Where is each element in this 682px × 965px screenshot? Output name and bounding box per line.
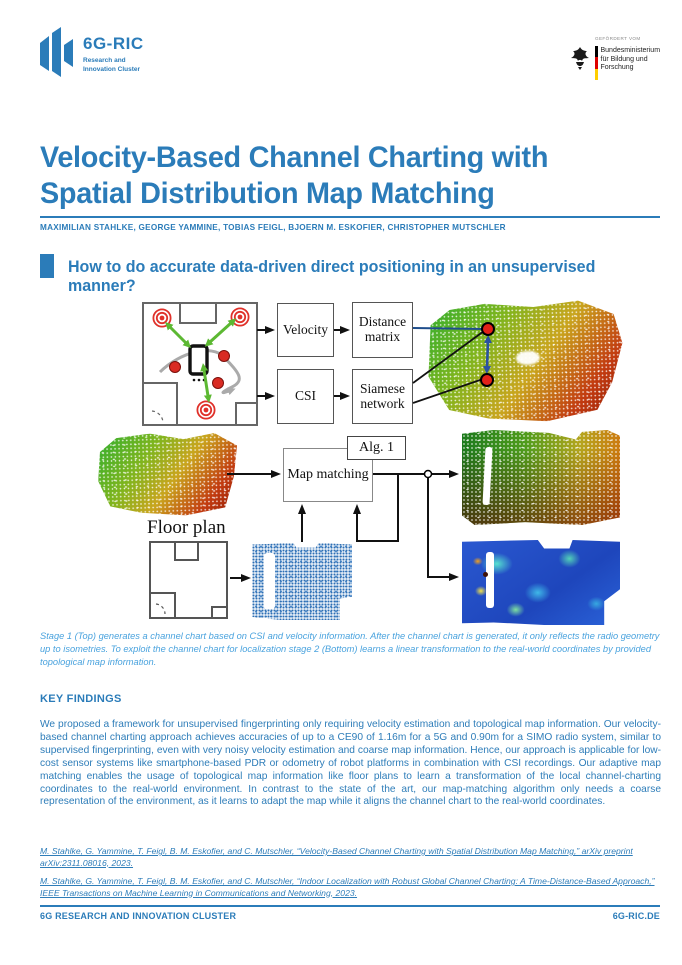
key-findings-body: We proposed a framework for unsupervised… [40, 719, 661, 808]
radio-antenna-icon [152, 308, 172, 328]
title-divider [40, 216, 660, 218]
reference-link[interactable]: M. Stahlke, G. Yammine, T. Feigl, B. M. … [40, 846, 633, 868]
logo-subtitle: Research and Innovation Cluster [83, 57, 141, 73]
branch-node [423, 469, 433, 479]
floor-plan-label: Floor plan [147, 517, 226, 538]
reference-link[interactable]: M. Stahlke, G. Yammine, T. Feigl, B. M. … [40, 876, 655, 898]
footer-cluster-label: 6G RESEARCH AND INNOVATION CLUSTER [40, 911, 237, 921]
6g-ric-logo: 6G-RIC Research and Innovation Cluster [40, 26, 144, 78]
footer-divider [40, 905, 660, 907]
floor-plan-drawing [149, 541, 228, 619]
authors-line: MAXIMILIAN STAHLKE, GEORGE YAMMINE, TOBI… [40, 223, 506, 232]
page-title-line2: Spatial Distribution Map Matching [40, 177, 495, 210]
key-findings-heading: KEY FINDINGS [40, 693, 122, 705]
question-bullet [40, 254, 54, 278]
logo-name: 6G-RIC [83, 34, 144, 53]
research-question: How to do accurate data-driven direct po… [68, 258, 596, 295]
noise-patch [264, 553, 275, 609]
footer-website-link[interactable]: 6G-RIC.DE [612, 911, 660, 921]
ministry-name: Bundesministerium für Bildung und Forsch… [600, 47, 661, 72]
funding-label: GEFÖRDERT VOM [595, 36, 641, 41]
velocity-box: Velocity [277, 303, 334, 357]
page-title-line1: Velocity-Based Channel Charting with [40, 141, 549, 174]
noise-patch [485, 551, 494, 608]
trajectory-path [158, 349, 241, 396]
measurement-point [169, 350, 230, 389]
velocity-arrow [165, 318, 237, 403]
scenario-floor-plan [142, 302, 258, 426]
phone-icon [188, 344, 209, 382]
channel-chart-input-cloud [97, 431, 240, 519]
distance-matrix-box: Distance matrix [352, 302, 413, 358]
noise-patch [515, 351, 539, 366]
6g-ric-logo-icon [40, 27, 73, 77]
radio-antenna-icon [196, 400, 216, 420]
algorithm-1-box: Alg. 1 [347, 436, 406, 460]
matched-chart-cloud [462, 430, 620, 525]
noise-patch [482, 446, 493, 506]
funding-logo: GEFÖRDERT VOM Bundesministerium für Bild… [568, 36, 673, 80]
floor-plan-samples-cloud [252, 543, 352, 620]
radio-antenna-icon [230, 307, 250, 327]
channel-chart-cloud [426, 297, 625, 426]
german-flag-stripe [595, 46, 598, 80]
figure-caption: Stage 1 (Top) generates a channel chart … [40, 631, 660, 667]
heatmap-dark-dot [482, 572, 488, 578]
siamese-network-box: Siamese network [352, 369, 413, 424]
csi-box: CSI [277, 369, 334, 424]
federal-eagle-icon [571, 47, 589, 70]
spatial-density-heatmap [462, 540, 620, 625]
